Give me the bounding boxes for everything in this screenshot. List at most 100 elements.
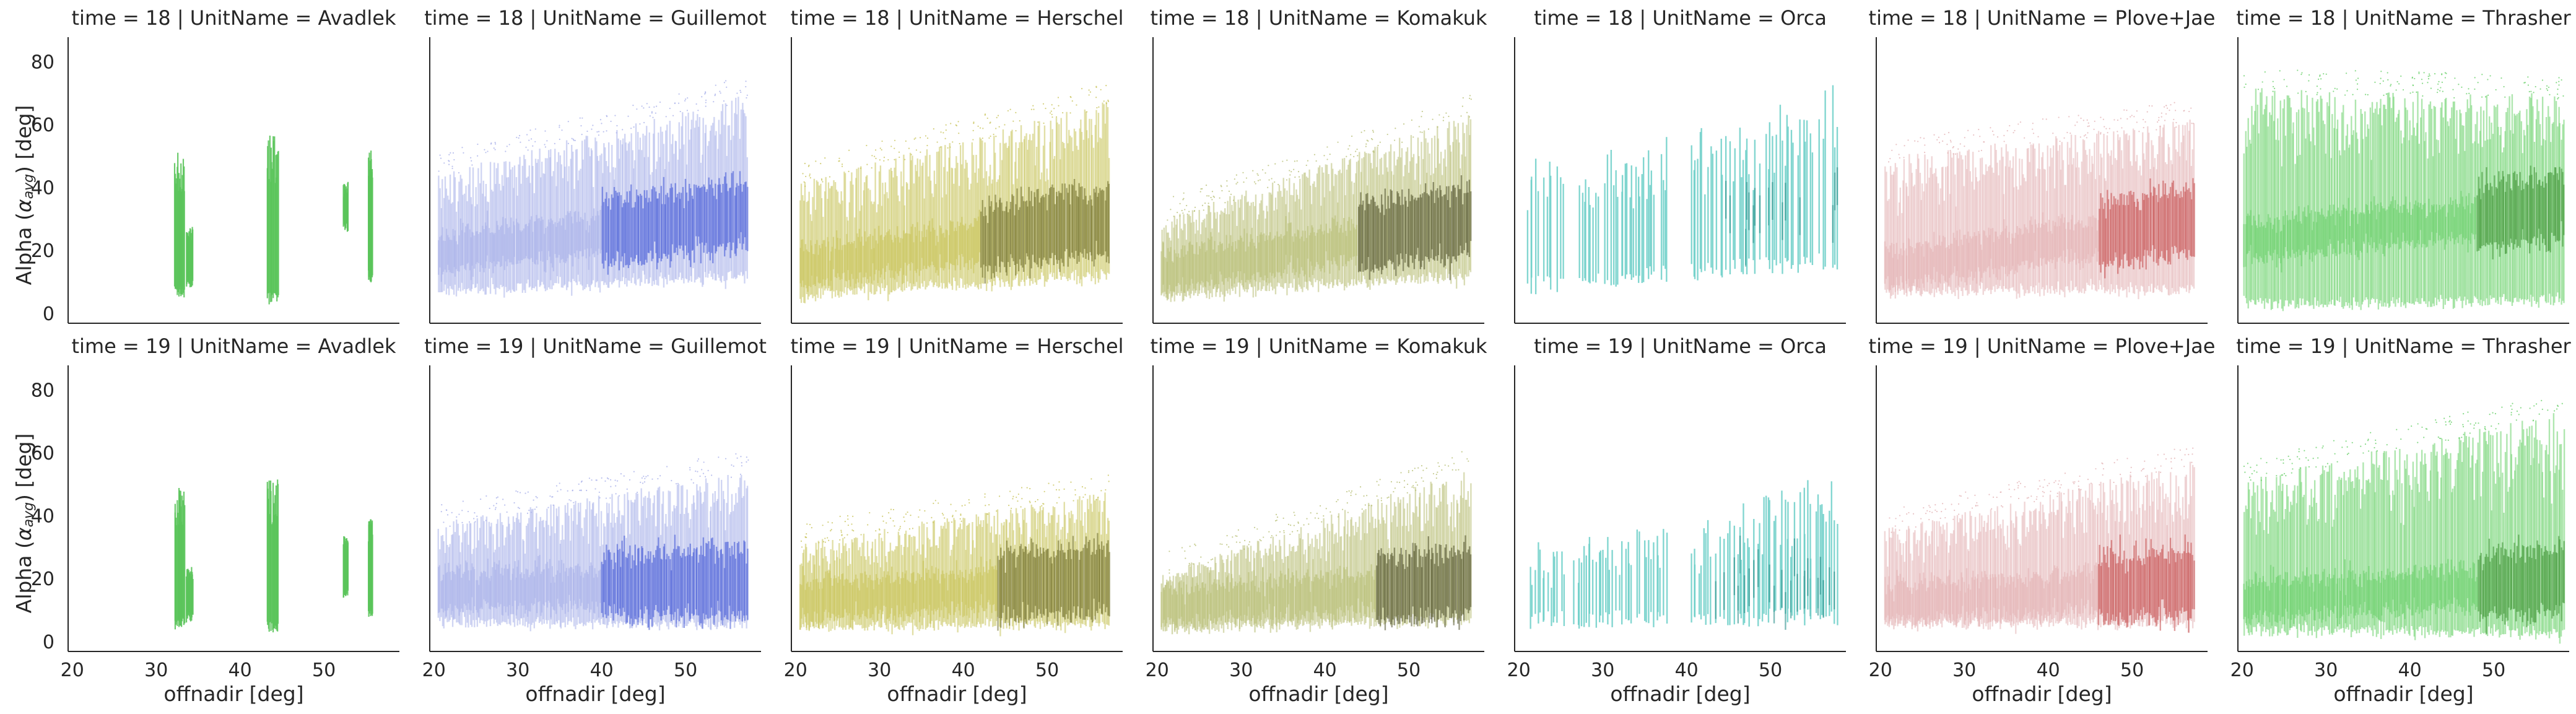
outlier-point bbox=[828, 539, 830, 541]
outlier-point bbox=[1360, 131, 1362, 133]
outlier-point bbox=[643, 107, 645, 109]
outlier-point bbox=[920, 151, 921, 153]
outlier-point bbox=[2094, 120, 2095, 123]
outlier-point bbox=[723, 82, 725, 84]
outlier-point bbox=[1379, 141, 1381, 143]
outlier-point bbox=[448, 160, 450, 162]
outlier-point bbox=[606, 130, 607, 132]
outlier-point bbox=[2063, 137, 2065, 139]
outlier-point bbox=[606, 477, 609, 479]
outlier-point bbox=[559, 126, 560, 128]
outlier-point bbox=[887, 531, 889, 534]
outlier-point bbox=[1203, 209, 1204, 211]
outlier-point bbox=[730, 476, 733, 478]
outlier-point bbox=[2058, 116, 2060, 118]
outlier-point bbox=[474, 512, 476, 514]
outlier-point bbox=[1100, 490, 1102, 492]
outlier-point bbox=[2159, 126, 2161, 128]
outlier-point bbox=[1030, 108, 1032, 110]
outlier-point bbox=[2364, 94, 2367, 95]
outlier-point bbox=[898, 151, 900, 153]
outlier-point bbox=[892, 520, 894, 522]
outlier-point bbox=[804, 185, 806, 187]
outlier-point bbox=[2120, 118, 2121, 120]
outlier-point bbox=[968, 502, 970, 504]
outlier-point bbox=[477, 155, 479, 157]
panel-title: time = 19 | UnitName = Herschel bbox=[790, 334, 1123, 358]
outlier-point bbox=[847, 518, 849, 520]
outlier-point bbox=[1184, 209, 1186, 211]
outlier-point bbox=[1973, 134, 1975, 136]
outlier-point bbox=[632, 104, 634, 107]
outlier-point bbox=[824, 157, 826, 159]
outlier-point bbox=[936, 141, 938, 143]
outlier-point bbox=[2069, 133, 2071, 134]
outlier-point bbox=[1351, 135, 1353, 137]
panel-title: time = 18 | UnitName = Komakuk bbox=[1150, 6, 1487, 30]
outlier-point bbox=[2146, 111, 2148, 113]
outlier-point bbox=[2400, 75, 2402, 77]
outlier-point bbox=[1964, 146, 1965, 147]
outlier-point bbox=[915, 137, 916, 139]
outlier-point bbox=[2074, 124, 2076, 126]
outlier-point bbox=[534, 128, 536, 130]
outlier-point bbox=[2390, 85, 2391, 87]
outlier-point bbox=[1004, 124, 1006, 126]
outlier-point bbox=[530, 512, 532, 513]
panel-orca-t18: time = 18 | UnitName = Orca bbox=[1514, 6, 1846, 324]
outlier-point bbox=[439, 154, 441, 156]
outlier-point bbox=[2489, 75, 2491, 77]
outlier-point bbox=[739, 473, 742, 476]
outlier-point bbox=[988, 137, 990, 139]
outlier-point bbox=[867, 524, 869, 526]
outlier-point bbox=[653, 106, 655, 108]
outlier-point bbox=[1294, 160, 1296, 162]
outlier-point bbox=[544, 130, 546, 132]
outlier-point bbox=[972, 139, 974, 141]
outlier-point bbox=[477, 143, 479, 146]
outlier-point bbox=[1350, 154, 1352, 155]
outlier-point bbox=[998, 126, 1000, 128]
outlier-point bbox=[1938, 136, 1940, 138]
outlier-point bbox=[806, 533, 807, 535]
outlier-point bbox=[616, 132, 617, 134]
outlier-point bbox=[2336, 88, 2338, 90]
outlier-point bbox=[1947, 132, 1950, 134]
outlier-point bbox=[1182, 199, 1184, 201]
outlier-point bbox=[458, 172, 460, 174]
outlier-point bbox=[1445, 112, 1447, 114]
outlier-point bbox=[461, 147, 463, 149]
outlier-point bbox=[1051, 116, 1053, 118]
outlier-point bbox=[714, 94, 716, 95]
outlier-point bbox=[2014, 129, 2016, 132]
outlier-point bbox=[1469, 95, 1471, 97]
outlier-point bbox=[2535, 85, 2536, 88]
outlier-point bbox=[2136, 110, 2138, 112]
outlier-point bbox=[2131, 115, 2133, 116]
outlier-point bbox=[2557, 97, 2559, 98]
outlier-point bbox=[2318, 78, 2320, 81]
outlier-point bbox=[591, 128, 593, 130]
outlier-point bbox=[1466, 111, 1468, 113]
outlier-point bbox=[1201, 204, 1204, 206]
outlier-point bbox=[506, 146, 508, 147]
outlier-point bbox=[2468, 88, 2469, 90]
outlier-point bbox=[740, 456, 742, 458]
outlier-point bbox=[1182, 212, 1184, 214]
outlier-point bbox=[677, 482, 679, 484]
outlier-point bbox=[1009, 108, 1011, 110]
outlier-point bbox=[1257, 174, 1259, 176]
outlier-point bbox=[841, 165, 843, 167]
outlier-point bbox=[1211, 199, 1213, 201]
outlier-point bbox=[642, 482, 644, 484]
outlier-point bbox=[2334, 87, 2336, 89]
outlier-point bbox=[1098, 106, 1100, 108]
outlier-point bbox=[504, 504, 506, 506]
outlier-point bbox=[1029, 487, 1031, 490]
panel-guillemot-t18: time = 18 | UnitName = Guillemot bbox=[424, 6, 767, 324]
outlier-point bbox=[2484, 96, 2487, 98]
panel-avadlek-t19: time = 19 | UnitName = Avadlek 0 20 40 60 80 2… bbox=[31, 334, 399, 706]
outlier-point bbox=[1177, 212, 1178, 214]
outlier-point bbox=[1193, 211, 1195, 212]
outlier-point bbox=[2297, 92, 2299, 94]
